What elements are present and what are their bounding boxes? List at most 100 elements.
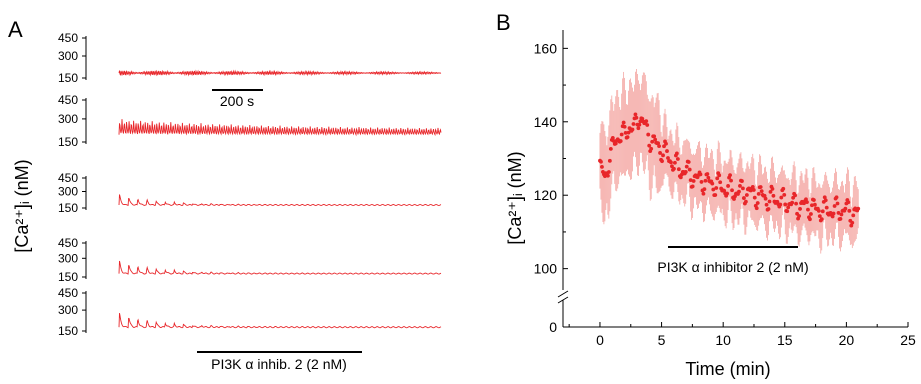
panel-b-point <box>647 143 652 148</box>
panel-b-point <box>702 187 707 192</box>
panel-a-ytick-label: 450 <box>58 286 78 300</box>
panel-b-point <box>636 126 641 131</box>
panel-b-xtick-label: 20 <box>839 332 855 348</box>
panel-b-point <box>623 130 628 135</box>
panel-b-ytick-label: 0 <box>549 319 557 335</box>
panel-a-ytick-label: 150 <box>58 270 78 284</box>
panel-a-letter: A <box>8 17 23 42</box>
panel-b-point <box>729 178 733 183</box>
panel-b-point <box>763 196 768 201</box>
panel-a-ylabel: [Ca²⁺]ᵢ (nM) <box>12 159 32 252</box>
panel-b-point <box>820 209 825 214</box>
panel-b-point <box>606 170 611 174</box>
panel-b-point <box>705 172 710 176</box>
panel-b-point <box>808 217 812 222</box>
panel-b-point <box>674 151 679 156</box>
panel-b-point <box>711 187 716 192</box>
panel-b-point <box>752 195 757 200</box>
panel-b-point <box>666 156 670 160</box>
panel-b-xlabel: Time (min) <box>685 359 770 379</box>
panel-b-point <box>610 135 615 140</box>
panel-a-treatment-label: PI3K α inhib. 2 (2 nM) <box>211 356 347 372</box>
panel-b-ytick-label: 100 <box>534 261 558 277</box>
panel-b-point <box>657 144 662 148</box>
panel-a-ytick-label: 300 <box>58 251 78 265</box>
panel-b-point <box>619 132 624 137</box>
panel-b-point <box>687 167 692 172</box>
panel-b-point <box>740 179 744 183</box>
panel-b-point <box>756 191 761 196</box>
panel-b-point <box>717 173 722 178</box>
panel-b-point <box>767 199 772 204</box>
panel-b-point <box>621 120 626 125</box>
panel-b-point <box>649 146 654 151</box>
panel-b-point <box>715 176 720 181</box>
panel-b-xtick-label: 25 <box>900 332 916 348</box>
panel-b-point <box>754 206 759 211</box>
panel-b-point <box>750 185 755 189</box>
panel-a-ytick-label: 150 <box>58 324 78 338</box>
panel-b-point <box>625 135 630 140</box>
panel-b-point <box>824 205 829 210</box>
panel-b-point <box>703 178 708 183</box>
panel-b-point <box>779 195 784 200</box>
panel-b-point <box>730 188 734 193</box>
panel-b-point <box>809 203 814 208</box>
panel-a-ytick-label: 450 <box>58 236 78 250</box>
panel-b-point <box>676 167 681 172</box>
panel-b-point <box>638 119 643 124</box>
panel-b-point <box>805 200 809 205</box>
panel-b-point <box>834 195 839 200</box>
panel-b-point <box>850 220 855 225</box>
panel-a-ytick-label: 150 <box>58 201 78 215</box>
panel-b-point <box>823 198 828 203</box>
panel-b-point <box>759 189 764 194</box>
panel-a-trace-0 <box>118 69 442 77</box>
panel-b-point <box>699 180 704 184</box>
panel-b-point <box>728 173 732 178</box>
panel-b-ytick-label: 120 <box>534 187 558 203</box>
panel-b-point <box>658 151 662 155</box>
panel-b-point <box>690 184 695 189</box>
panel-b-point <box>646 132 651 137</box>
panel-a-axes: 4503001504503001504503001504503001504503… <box>58 31 87 338</box>
panel-b-point <box>626 130 631 135</box>
scale-bar-label: 200 s <box>220 93 254 109</box>
panel-b-point <box>740 186 745 191</box>
panel-b-point <box>835 201 840 206</box>
panel-b-point <box>738 184 742 188</box>
panel-b-point <box>793 193 798 198</box>
panel-b-point <box>665 149 669 153</box>
panel-b-point <box>644 119 649 124</box>
panel-a-ytick-label: 450 <box>58 31 78 45</box>
panel-b-points <box>598 112 861 228</box>
panel-b-point <box>836 211 841 215</box>
panel-a-ytick-label: 300 <box>58 185 78 199</box>
panel-a-ytick-label: 300 <box>58 49 78 63</box>
panel-b-point <box>786 205 791 210</box>
panel-b-point <box>798 207 802 211</box>
panel-b-point <box>618 139 623 143</box>
panel-b-point <box>714 186 719 190</box>
panel-b-point <box>661 153 665 158</box>
panel-b-point <box>764 202 769 207</box>
panel-b-point <box>758 185 763 189</box>
panel-b-point <box>675 157 680 161</box>
panel-b-point <box>718 180 723 185</box>
panel-b-letter: B <box>496 10 511 35</box>
panel-b-point <box>683 170 688 174</box>
panel-b-point <box>691 179 696 183</box>
panel-b-point <box>771 193 776 198</box>
panel-a-ytick-label: 300 <box>58 112 78 126</box>
panel-b-point <box>713 193 718 197</box>
panel-b-point <box>751 188 756 192</box>
panel-b-point <box>744 193 749 197</box>
panel-b-point <box>726 184 731 188</box>
panel-a-traces <box>118 69 442 329</box>
panel-b-point <box>811 198 816 202</box>
panel-b-xtick-label: 5 <box>658 332 666 348</box>
panel-a-ytick-label: 150 <box>58 135 78 149</box>
panel-b-point <box>645 123 650 127</box>
panel-b-point <box>830 214 835 219</box>
